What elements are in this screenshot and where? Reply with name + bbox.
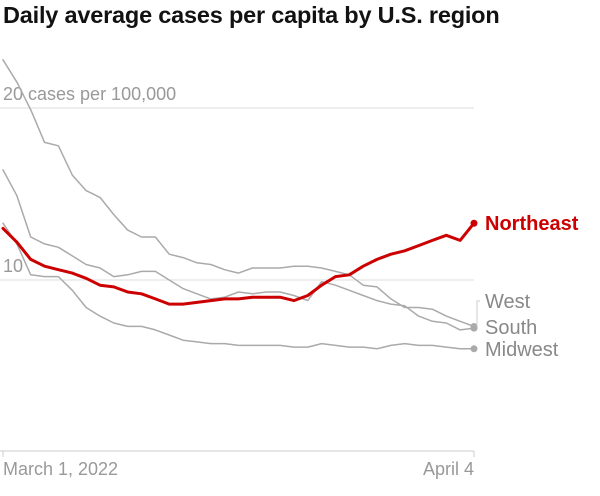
series-label-northeast: Northeast (485, 213, 579, 235)
x-tick-label-end: April 4 (423, 459, 474, 479)
series-line-midwest (2, 222, 475, 350)
series-label-west: West (485, 291, 531, 313)
series-lines (1, 59, 478, 353)
series-label-midwest: Midwest (485, 339, 559, 361)
gridlines (0, 107, 474, 281)
x-tick-label-start: March 1, 2022 (3, 459, 118, 479)
series-line-northeast (1, 221, 476, 306)
y-tick-label-20: 20 cases per 100,000 (3, 84, 176, 104)
series-endpoint-south (470, 324, 478, 332)
series-endpoint-midwest (470, 345, 478, 353)
y-tick-label-10: 10 (3, 256, 23, 276)
series-label-south: South (485, 317, 537, 339)
series-line-south (2, 169, 475, 331)
y-tick-labels: 20 cases per 100,000 10 (3, 84, 176, 276)
chart-title: Daily average cases per capita by U.S. r… (3, 2, 500, 28)
label-leader-west (476, 300, 480, 327)
x-axis: March 1, 2022 April 4 (0, 450, 475, 479)
series-endpoint-northeast (470, 219, 478, 227)
series-line-west (2, 59, 475, 328)
